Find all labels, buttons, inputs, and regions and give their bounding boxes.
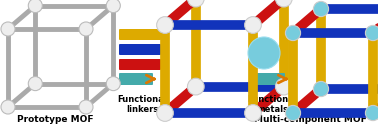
Circle shape [285,25,301,41]
Circle shape [245,105,261,121]
Circle shape [79,22,93,36]
Circle shape [313,81,328,97]
Circle shape [366,25,378,41]
Circle shape [156,17,174,33]
Circle shape [106,77,120,91]
Circle shape [285,105,301,121]
Circle shape [28,0,42,13]
Circle shape [245,17,261,33]
FancyBboxPatch shape [119,73,153,85]
Circle shape [313,1,328,17]
Circle shape [106,0,120,13]
Text: Multi-component MOF: Multi-component MOF [254,115,366,124]
FancyBboxPatch shape [119,59,161,70]
Circle shape [156,105,174,121]
FancyBboxPatch shape [251,73,285,85]
FancyBboxPatch shape [119,29,161,40]
Text: Prototype MOF: Prototype MOF [17,115,93,124]
Circle shape [1,22,15,36]
FancyBboxPatch shape [119,44,161,55]
Circle shape [187,78,204,95]
Circle shape [1,100,15,114]
Circle shape [248,37,280,69]
Circle shape [79,100,93,114]
Circle shape [187,0,204,7]
Text: Functional
metals: Functional metals [247,95,297,114]
Text: Functional
linkers: Functional linkers [117,95,167,114]
Circle shape [366,105,378,121]
Circle shape [276,78,292,95]
Circle shape [28,77,42,91]
Circle shape [276,0,292,7]
